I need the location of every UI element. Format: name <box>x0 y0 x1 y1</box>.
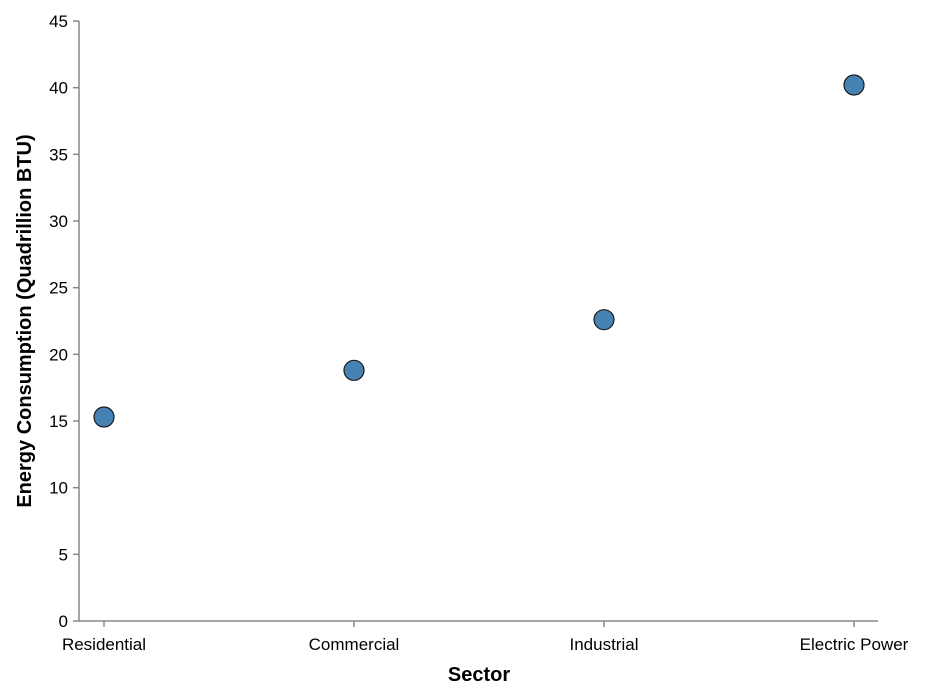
x-axis: Residential Commercial Industrial Electric … <box>62 620 909 654</box>
x-tick-label: Industrial <box>570 635 639 654</box>
x-tick-label: Commercial <box>309 635 400 654</box>
y-tick-label: 30 <box>49 212 68 231</box>
data-point-commercial <box>343 359 365 381</box>
data-points <box>93 74 865 428</box>
y-tick-label: 40 <box>49 79 68 98</box>
y-tick-label: 10 <box>49 479 68 498</box>
data-point-industrial <box>593 309 615 331</box>
y-axis-title: Energy Consumption (Quadrillion BTU) <box>14 134 36 507</box>
y-tick-label: 20 <box>49 345 68 364</box>
y-tick-label: 35 <box>49 145 68 164</box>
y-tick-label: 45 <box>49 12 68 31</box>
data-point-residential <box>93 406 115 428</box>
y-tick-label: 25 <box>49 279 68 298</box>
x-axis-title: Sector <box>448 664 510 686</box>
y-tick-label: 0 <box>59 612 68 631</box>
x-tick-label: Residential <box>62 635 146 654</box>
y-axis: 0 5 10 15 20 25 30 35 40 45 <box>49 12 80 631</box>
y-tick-label: 15 <box>49 412 68 431</box>
data-point-electric-power <box>843 74 865 96</box>
x-tick-label: Electric Power <box>800 635 909 654</box>
y-tick-label: 5 <box>59 545 68 564</box>
